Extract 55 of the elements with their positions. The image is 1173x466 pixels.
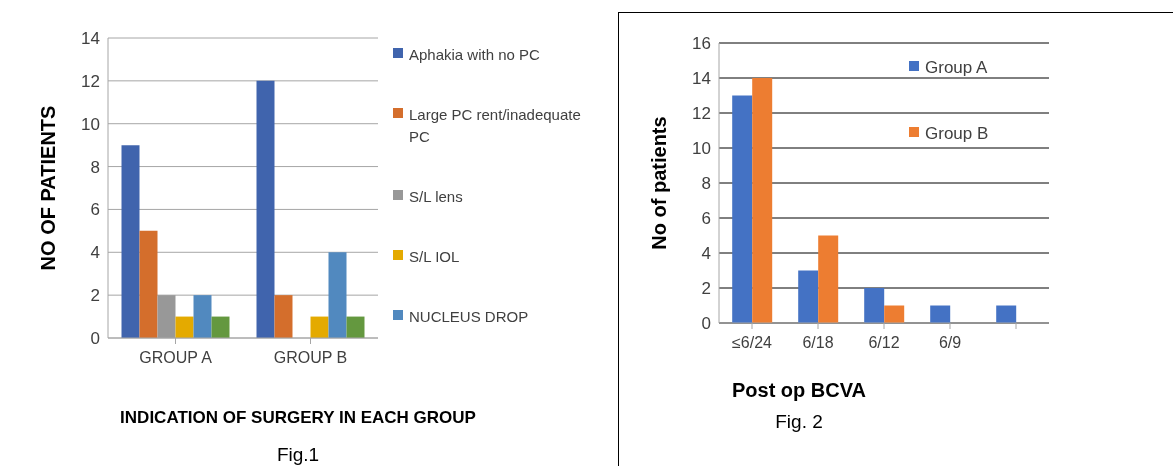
x-tick-label: ≤6/24 (732, 334, 773, 352)
bar (175, 316, 194, 338)
y-tick-label: 4 (701, 244, 711, 264)
y-tick-label: 6 (90, 200, 100, 220)
legend-label: Group B (925, 123, 989, 145)
y-tick-label: 10 (692, 139, 711, 159)
x-tick-label: GROUP B (273, 349, 348, 367)
y-axis-title: No of patients (648, 116, 671, 250)
bar (996, 305, 1017, 323)
y-axis-title: NO OF PATIENTS (37, 105, 60, 271)
bar (864, 288, 885, 323)
bar (139, 230, 158, 338)
legend-label: Large PC rent/inadequate PC (409, 105, 582, 147)
bar (310, 316, 329, 338)
bar (121, 145, 140, 338)
legend-label: S/L lens (409, 187, 463, 207)
text: INDICATION OF SURGERY IN EACH GROUP (119, 408, 477, 428)
legend-label: S/L IOL (409, 247, 460, 267)
y-tick-label: 12 (81, 71, 100, 91)
y-tick-label: 2 (701, 279, 711, 299)
bar (211, 316, 230, 338)
y-tick-label: 2 (90, 286, 100, 306)
y-tick-label: 10 (81, 114, 100, 134)
y-tick-label: 12 (692, 104, 711, 124)
bar (256, 80, 275, 338)
y-tick-label: 8 (90, 157, 100, 177)
y-tick-label: 0 (90, 329, 100, 349)
bar (884, 305, 905, 323)
bar (346, 316, 365, 338)
caption: Fig.1 (275, 444, 321, 466)
x-tick-label: 6/18 (802, 334, 834, 352)
bar (930, 305, 951, 323)
bar (193, 295, 212, 338)
bar (752, 78, 773, 323)
bar (328, 252, 347, 338)
bar (798, 270, 819, 323)
y-tick-label: 14 (692, 69, 711, 89)
caption: Fig. 2 (774, 411, 824, 433)
bar (732, 95, 753, 323)
y-tick-label: 6 (701, 209, 711, 229)
y-tick-label: 14 (81, 29, 100, 49)
x-tick-label: 6/9 (938, 334, 962, 352)
y-tick-label: 8 (701, 174, 711, 194)
x-axis-title: Post op BCVA (730, 379, 868, 402)
bar (274, 295, 293, 338)
legend-label: NUCLEUS DROP (409, 307, 529, 327)
bar (818, 235, 839, 323)
x-tick-label: GROUP A (139, 349, 213, 367)
y-tick-label: 16 (692, 34, 711, 54)
y-tick-label: 0 (701, 314, 711, 334)
legend-label: Group A (925, 57, 988, 79)
legend-label: Aphakia with no PC (409, 45, 540, 65)
bar (157, 295, 176, 338)
y-tick-label: 4 (90, 243, 100, 263)
x-tick-label: 6/12 (868, 334, 900, 352)
